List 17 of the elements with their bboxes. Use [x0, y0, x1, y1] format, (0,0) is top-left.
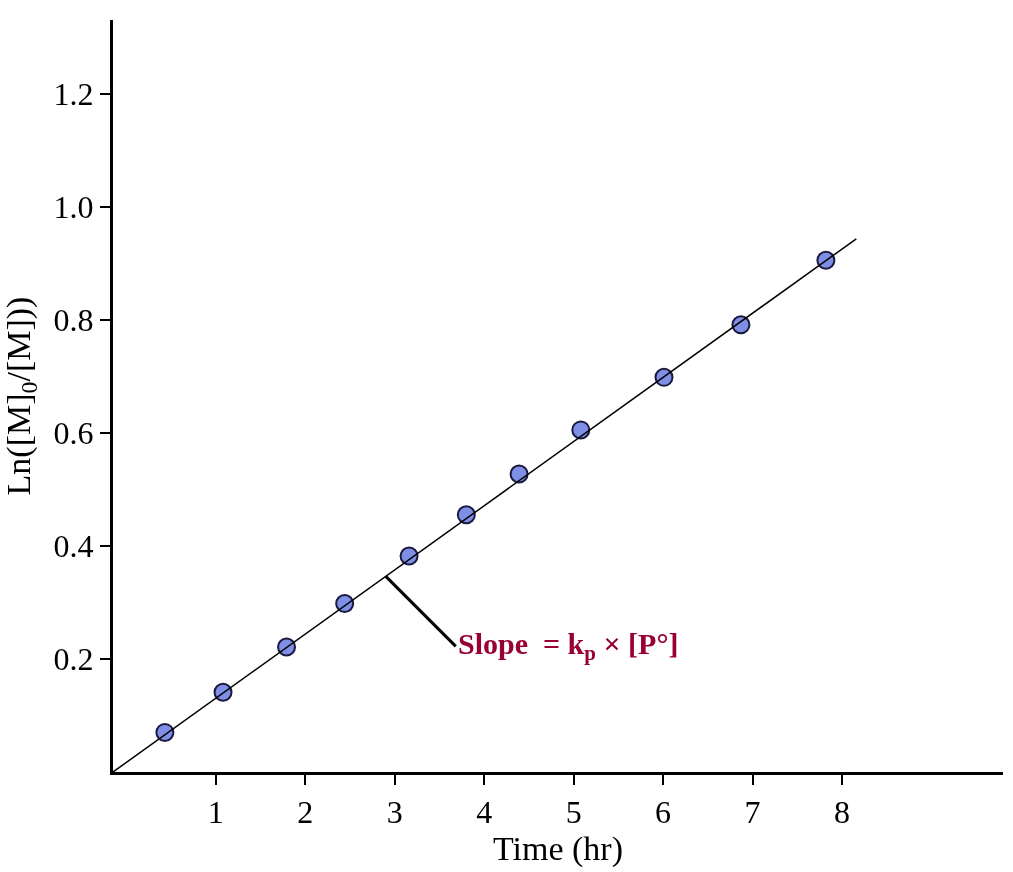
y-tick-label: 0.6 — [53, 414, 94, 451]
y-tick-label: 1.0 — [53, 188, 94, 225]
x-tick-label: 8 — [833, 794, 850, 831]
x-tick-label: 5 — [565, 794, 582, 831]
x-tick-label: 4 — [476, 794, 493, 831]
y-tick-label: 1.2 — [53, 75, 94, 112]
x-tick-label: 6 — [655, 794, 672, 831]
x-tick-label: 2 — [297, 794, 314, 831]
x-tick-label: 3 — [386, 794, 403, 831]
annotation: Slope = k$_{p}$ × [P°] — [458, 627, 679, 666]
y-tick-label: 0.2 — [53, 641, 94, 678]
y-tick-label: 0.4 — [53, 528, 94, 565]
y-tick-label: 0.8 — [53, 301, 94, 338]
x-tick-label: 7 — [744, 794, 761, 831]
x-tick-label: 1 — [207, 794, 224, 831]
point — [571, 420, 591, 440]
x-axis-title: Time (hr) — [492, 830, 624, 869]
